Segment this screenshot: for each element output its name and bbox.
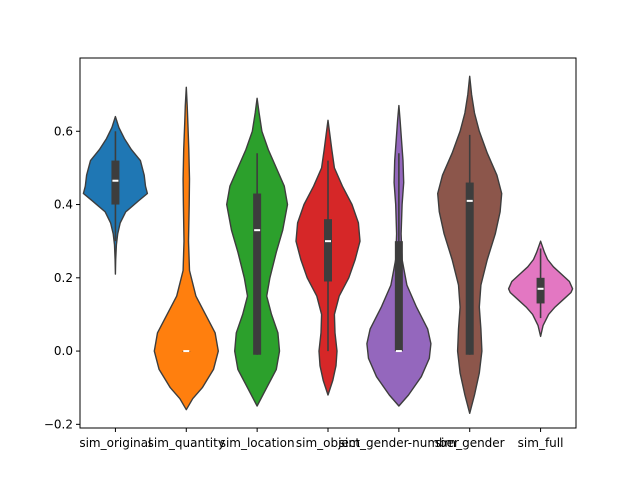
x-tick-label: sim_full [518,436,564,450]
x-tick-label: sim_quantity [148,436,225,450]
violin-sim_original [82,115,149,275]
violin-body [153,86,219,411]
violin-sim_gender [437,75,503,414]
violin-sim_quantity [153,86,219,411]
violin-box [253,193,262,355]
violin-box [394,241,403,352]
violin-box [324,219,332,282]
y-tick-label: 0.0 [54,344,73,358]
violin-layer [82,75,574,414]
violin-sim_gender-number [366,104,432,407]
x-tick-label: sim_gender [435,436,505,450]
y-tick-label: −0.2 [44,417,73,431]
y-tick-label: 0.2 [54,271,73,285]
violin-median [537,287,544,290]
violin-box [465,182,474,355]
x-tick-label: sim_object [296,436,361,450]
violin-median [254,229,261,232]
y-tick-label: 0.4 [54,198,73,212]
x-tick-label: sim_location [220,436,295,450]
violin-median [325,240,331,243]
violin-sim_location [226,97,289,407]
violin-median [183,350,190,353]
violin-median [466,199,473,202]
violin-box [111,160,120,205]
violin-sim_object [295,119,361,396]
x-tick-label: sim_original [79,436,151,450]
x-tick-label: sim_gender-number [339,436,459,450]
violin-box [536,277,545,304]
violin-median [395,350,402,353]
violin-sim_full [507,240,574,338]
y-axis: −0.2 0.0 0.2 0.4 0.6 [44,124,80,431]
y-tick-label: 0.6 [54,124,73,138]
violin-median [112,179,119,182]
